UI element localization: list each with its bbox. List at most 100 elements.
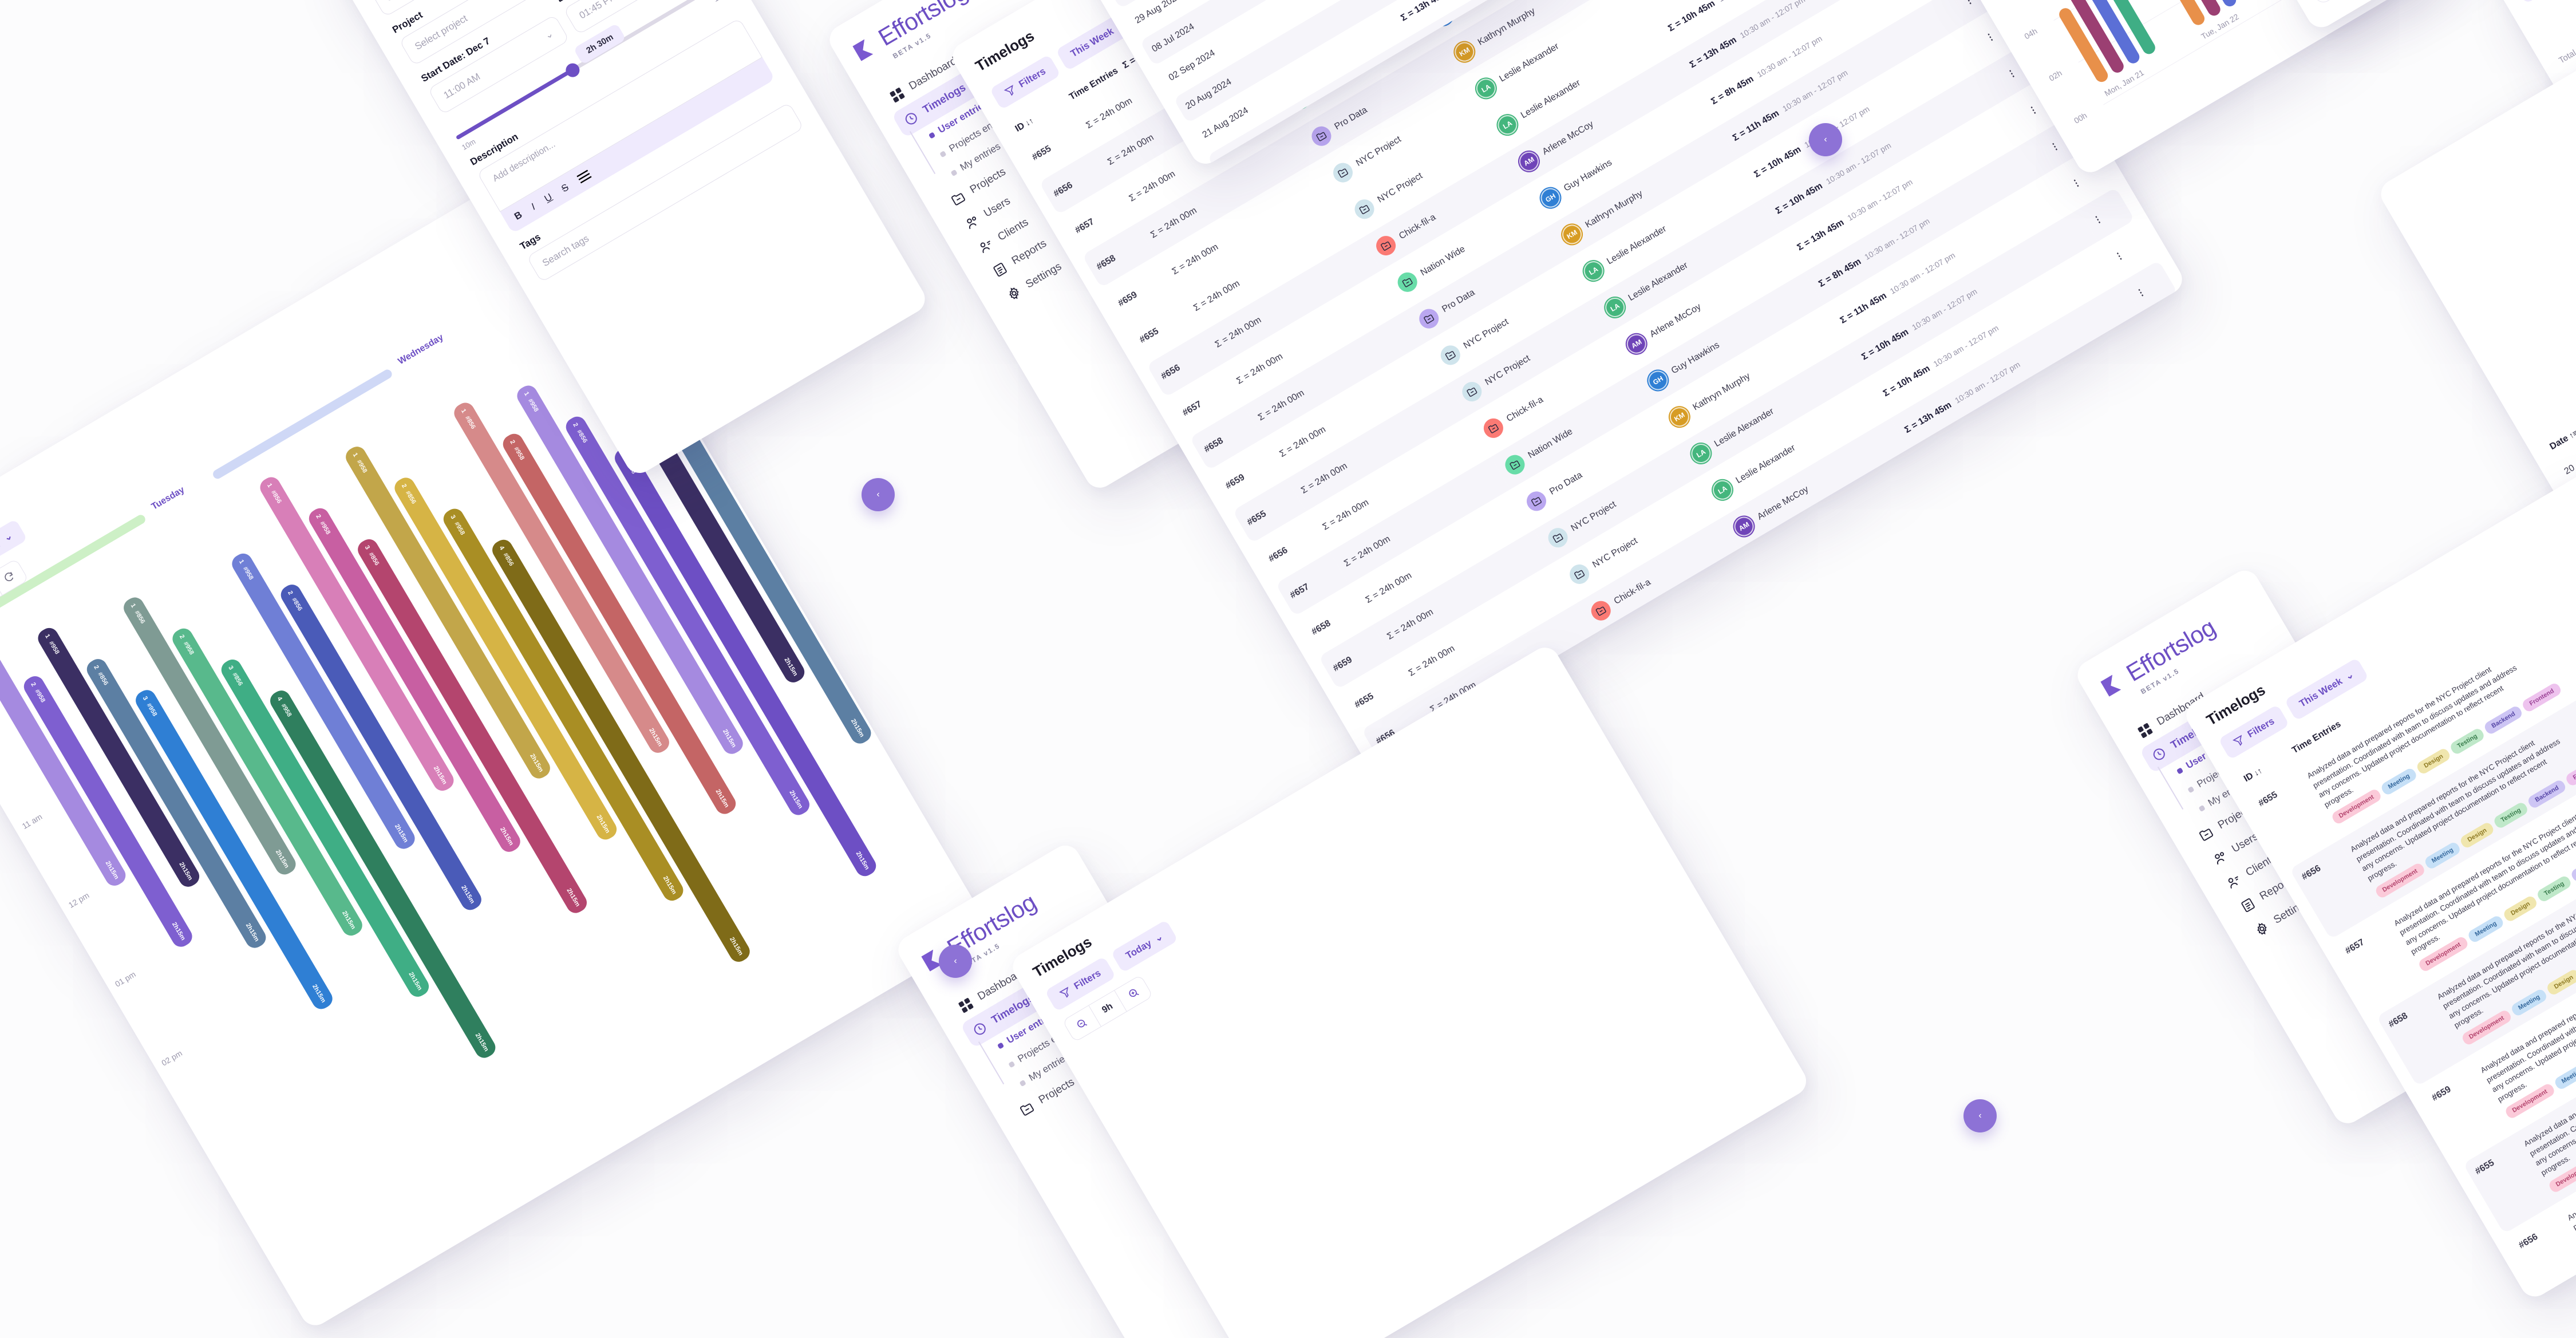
row-menu-button[interactable]: ⋮ <box>2164 333 2188 388</box>
zoom-controls[interactable]: 9h <box>1062 974 1153 1043</box>
row-menu-button[interactable]: ⋮ <box>2186 369 2188 425</box>
filter-icon <box>2233 735 2242 746</box>
bold-button[interactable]: B <box>512 209 524 222</box>
gantt-bar-index: 3 <box>363 544 372 551</box>
chart-bar[interactable] <box>2162 0 2207 27</box>
gantt-bar-duration: 2h15m <box>432 765 448 786</box>
sidebar-item-dashboard[interactable]: Dashboard <box>946 914 1108 1025</box>
gantt-bar-duration: 2h15m <box>104 859 120 881</box>
folder-icon <box>1020 1103 1034 1116</box>
sidebar-item-timelogs[interactable]: Timelogs ⌃ <box>891 27 1054 139</box>
filters-button[interactable]: Filters <box>989 54 1061 110</box>
sidebar-item-reports[interactable]: Reports <box>981 178 1143 289</box>
filters-button[interactable]: Filters <box>1044 956 1116 1012</box>
user-name: Guy Hawkins <box>1669 340 1721 376</box>
sidebar-item-projects[interactable]: Projects <box>938 107 1100 218</box>
gantt-bar-duration: 2h15m <box>849 717 866 739</box>
clock-icon <box>2153 748 2165 760</box>
sidebar-item-users[interactable]: Users ⌄ <box>2200 767 2362 878</box>
timelogs-detail-panel: Timelogs Filters This Week ⌄ 30 Nov 2024… <box>2181 274 2576 1302</box>
sidebar-item-settings[interactable]: Settings <box>994 202 1156 313</box>
brand: Effortslog <box>2097 591 2259 702</box>
folder-icon <box>1587 597 1614 625</box>
project-name: Pro Data <box>1655 652 1692 680</box>
gantt-bar-id: #856 <box>270 489 283 505</box>
cell-project: Chick-fil-a <box>1469 336 1632 453</box>
sidebar-item-timelogs[interactable]: Timelogs ⌃ <box>960 937 1123 1049</box>
sidebar-collapse-button-bottom-center[interactable]: ‹ <box>939 945 972 978</box>
project-name: Chick-fil-a <box>1504 394 1545 424</box>
sidebar-item-clients[interactable]: Clients ⌄ <box>966 155 1128 266</box>
folder-icon <box>1510 460 1520 470</box>
folder-icon <box>1480 415 1507 442</box>
refresh-button[interactable] <box>0 559 28 595</box>
sidebar-item-reports[interactable]: Reports <box>2229 814 2391 925</box>
sidebar-item-settings[interactable]: Settings <box>2242 838 2404 949</box>
filters-button[interactable]: Filters <box>2218 704 2290 760</box>
zoom-in-button[interactable] <box>1115 976 1152 1012</box>
sidebar-item-timelogs[interactable]: Timelogs ⌃ <box>2139 662 2302 774</box>
sidebar-item-projects[interactable]: Projects <box>1007 1017 1169 1128</box>
sidebar-item-dashboard[interactable]: Dashboard <box>2125 639 2287 750</box>
chevron-left-icon: ‹ <box>876 490 880 499</box>
sidebar-item-users[interactable]: Users ⌄ <box>953 131 1115 242</box>
gantt-bar-id: #856 <box>404 490 417 506</box>
user-name: Arlene McCoy <box>1863 666 1918 705</box>
gantt-bar-index: 2 <box>286 589 294 597</box>
italic-button[interactable]: I <box>529 201 538 212</box>
filters-label: Filters <box>1072 967 1103 992</box>
col-date[interactable]: Date↑≡ <box>2540 348 2576 460</box>
gantt-bar-index: 2 <box>92 664 100 671</box>
filters-label: Filters <box>2245 715 2277 740</box>
project-name: NYC Project <box>1461 317 1511 351</box>
gantt-axis-label: 11 am <box>20 812 44 831</box>
chevron-left-icon: ‹ <box>1978 1111 1982 1120</box>
zoom-out-button[interactable] <box>1062 1005 1101 1042</box>
zoom-out-icon <box>1077 1020 1088 1028</box>
underline-button[interactable]: U <box>542 191 554 204</box>
gantt-bar-duration: 2h15m <box>565 887 582 908</box>
gantt-bar-duration: 2h15m <box>274 848 290 870</box>
gantt-bar-id: #958 <box>355 459 369 475</box>
strikethrough-button[interactable]: S <box>559 181 571 195</box>
gantt-bar-duration: 2h15m <box>499 826 515 847</box>
bullet-icon <box>950 169 958 176</box>
bullet-icon <box>1008 1060 1016 1068</box>
sidebar-collapse-button-center[interactable]: ‹ <box>862 478 895 511</box>
list-icon[interactable] <box>576 169 592 185</box>
gantt-bar-duration: 2h15m <box>975 632 991 653</box>
sidebar-item-clients[interactable]: Clients ⌄ <box>2214 790 2376 901</box>
sidebar-collapse-button-right[interactable]: ‹ <box>1809 123 1842 156</box>
cell-project: NYC Project <box>1340 117 1503 234</box>
tags-placeholder: Search tags <box>540 232 591 269</box>
gantt-bar-id: #958 <box>48 640 61 656</box>
gantt-bar-index: 3 <box>141 695 149 702</box>
cell-project: Chick-fil-a <box>1577 518 1740 636</box>
gantt-bar-id: #856 <box>501 551 515 567</box>
sidebar-panel-bottom: Effortslog BETA v1.5 Dashboard Timelogs … <box>893 840 1341 1338</box>
cell-project: NYC Project <box>1641 628 1804 745</box>
zoom-controls[interactable]: 9h <box>0 558 29 642</box>
sidebar-item-projects[interactable]: Projects <box>2186 743 2348 854</box>
gantt-bar[interactable]: 3#958 2h15m <box>919 263 991 565</box>
user-name: Guy Hawkins <box>1884 705 1937 741</box>
sidebar-collapse-button-bottom[interactable]: ‹ <box>1963 1099 1997 1132</box>
gantt-bar-index: 3 <box>227 664 235 672</box>
sidebar-item-dashboard[interactable]: Dashboard <box>878 3 1040 115</box>
